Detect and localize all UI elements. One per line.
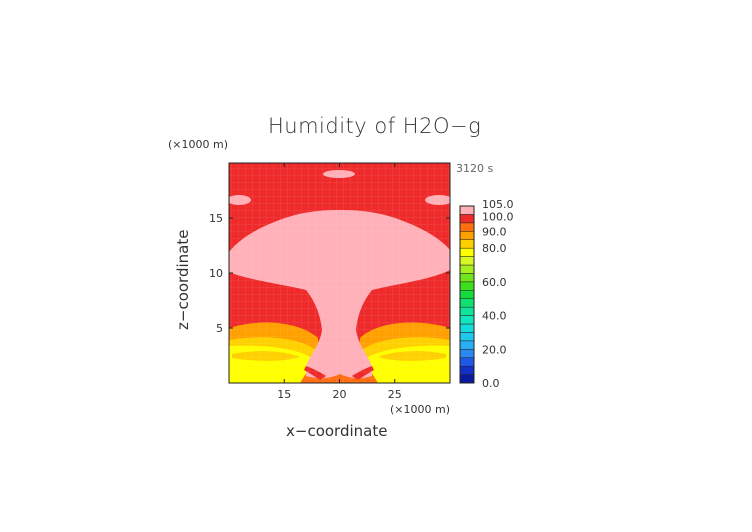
y-tick-label: 15 [209,212,223,225]
colorbar-swatch [459,239,475,249]
colorbar-swatch [459,315,475,325]
colorbar-swatch [459,374,475,384]
y-tick-label: 5 [216,322,223,335]
colorbar-swatch [459,298,475,308]
colorbar-tick-label: 20.0 [482,343,507,356]
y-tick-label: 10 [209,267,223,280]
colorbar-swatch [459,340,475,350]
colorbar-tick-label: 40.0 [482,310,507,323]
model-grid-overlay [229,163,450,383]
colorbar-swatch [459,357,475,367]
x-tick-label: 25 [388,388,402,401]
colorbar-swatch [459,332,475,342]
colorbar-swatch [459,222,475,232]
axes-group: 15 20 25 5 10 15 [209,163,450,401]
colorbar-tick-label: 105.0 [482,198,514,211]
colorbar-swatch [459,264,475,274]
colorbar-tick-label: 80.0 [482,242,507,255]
chart-title: Humidity of H2O−g [268,114,482,138]
colorbar-tick-label: 60.0 [482,276,507,289]
colorbar-swatch [459,323,475,333]
x-tick-label: 20 [333,388,347,401]
y-axis-unit: (×1000 m) [168,138,229,151]
x-axis-label: x−coordinate [286,422,388,440]
colorbar-swatch [459,306,475,316]
x-tick-label: 15 [277,388,291,401]
colorbar-swatch [459,281,475,291]
time-label: 3120 s [456,162,494,175]
colorbar-swatch [459,273,475,283]
colorbar-swatch [459,205,475,215]
colorbar-swatch [459,247,475,257]
colorbar-frame [459,205,475,384]
colorbar-tick-label: 90.0 [482,225,507,238]
x-axis-unit: (×1000 m) [390,403,451,416]
colorbar-swatch [459,365,475,375]
colorbar-swatch [459,290,475,299]
colorbar-swatch [459,349,475,358]
colorbar-swatch [459,214,475,224]
colorbar-tick-label: 100.0 [482,210,514,223]
colorbar-swatch [459,256,475,266]
colorbar-swatch [459,231,475,240]
colorbar-tick-label: 0.0 [482,377,500,390]
